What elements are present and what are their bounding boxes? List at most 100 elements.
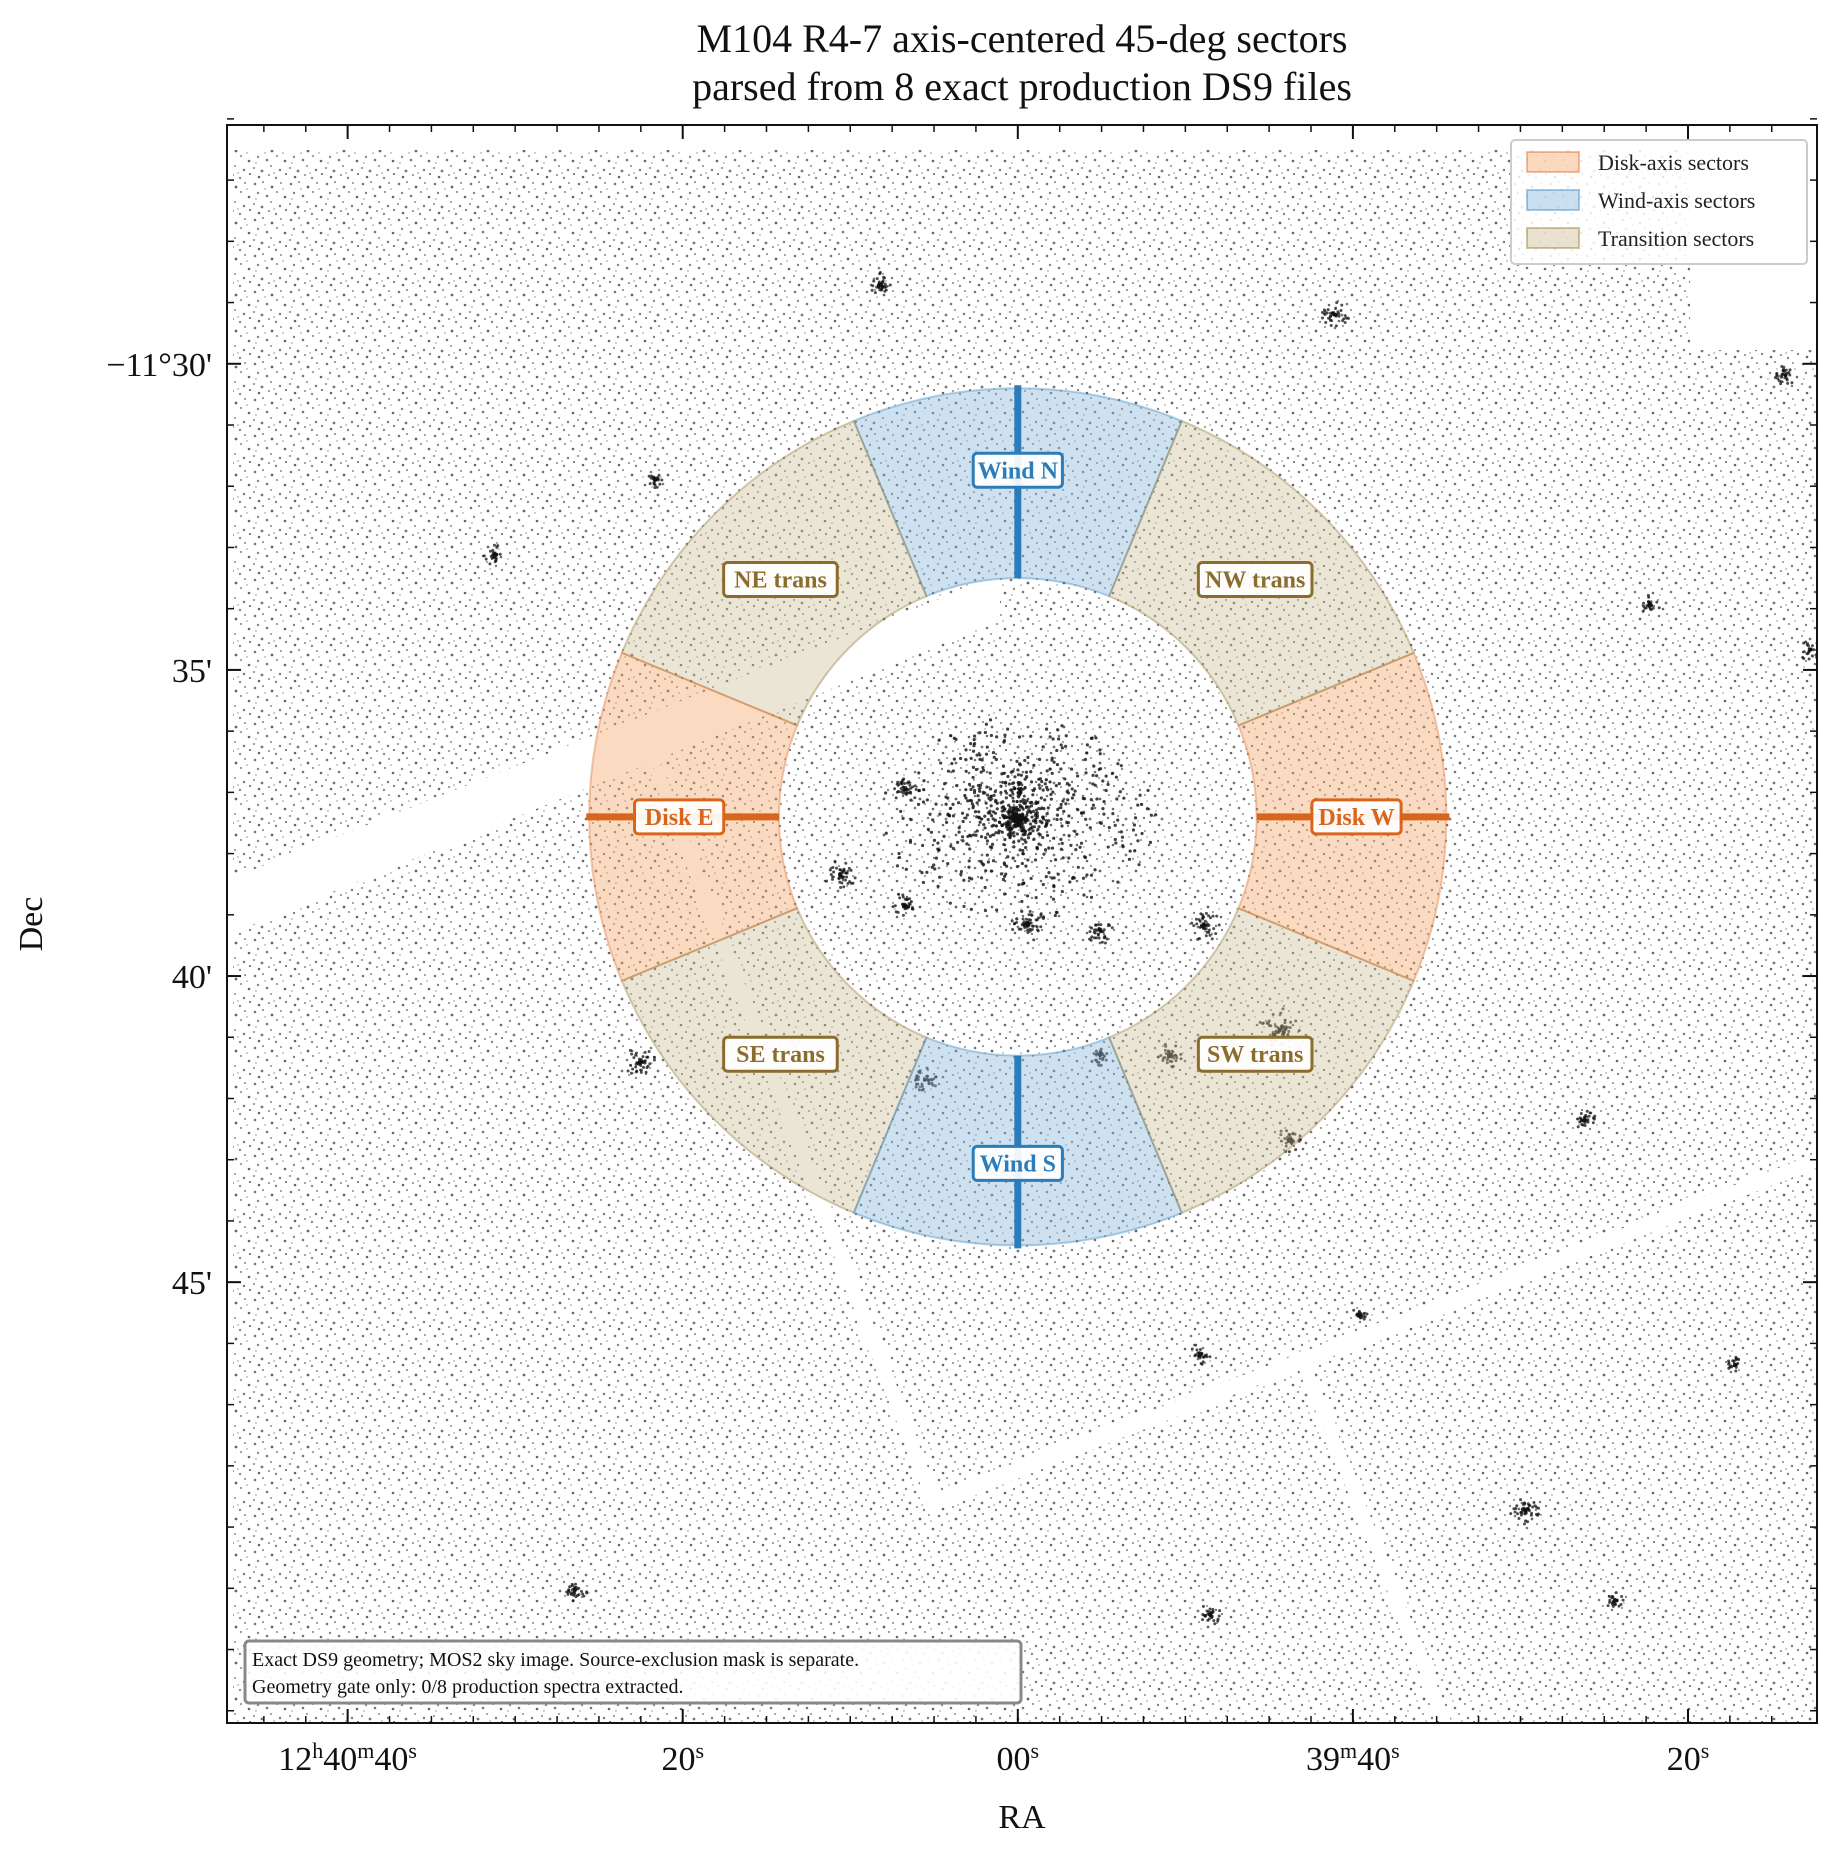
point-source-count <box>1352 1308 1356 1312</box>
galaxy-core-count <box>1020 909 1024 913</box>
point-source-count <box>1523 1508 1527 1512</box>
point-source-count <box>571 1591 575 1595</box>
galaxy-core-count <box>1038 757 1042 761</box>
galaxy-core-count <box>971 785 975 789</box>
point-source-count <box>1201 1618 1205 1622</box>
galaxy-core-count <box>974 767 978 772</box>
point-source-count <box>1174 1059 1178 1063</box>
point-source-count <box>1194 1343 1198 1347</box>
galaxy-core-count <box>1095 774 1099 778</box>
point-source-count <box>1810 644 1814 648</box>
geometry-note: Exact DS9 geometry; MOS2 sky image. Sour… <box>243 1639 1023 1705</box>
point-source-count <box>1279 1139 1283 1143</box>
tick-labels: 12h40m40s 20s 00s 39m40s 20s −11°30' 35' 40' 45' <box>106 347 1709 1778</box>
galaxy-core-count <box>1043 782 1047 786</box>
point-source-count <box>1785 371 1789 375</box>
galaxy-core-count <box>969 787 973 792</box>
point-source-count <box>647 474 651 478</box>
galaxy-core-count <box>979 859 983 864</box>
galaxy-core-count <box>942 834 946 838</box>
galaxy-core-count <box>1018 820 1022 824</box>
point-source-count <box>927 1078 931 1082</box>
galaxy-core-count <box>1008 805 1012 810</box>
galaxy-core-count <box>946 862 950 866</box>
point-source-count <box>1807 657 1811 661</box>
galaxy-core-count <box>1015 917 1019 921</box>
point-source-count <box>1278 1029 1282 1033</box>
point-source-count <box>1283 1018 1287 1022</box>
point-source-count <box>1331 311 1335 315</box>
galaxy-core-count <box>995 735 999 739</box>
point-source-count <box>494 559 498 563</box>
point-source-count <box>916 1075 920 1079</box>
point-source-count <box>1090 926 1094 930</box>
point-source-count <box>1174 1044 1178 1048</box>
point-source-count <box>1010 919 1014 923</box>
galaxy-core-count <box>978 731 982 735</box>
point-source-count <box>1779 375 1783 379</box>
sector-label-nw-trans: NW trans <box>1196 560 1314 598</box>
point-source-count <box>1731 1359 1735 1363</box>
point-source-count <box>1806 644 1810 648</box>
point-source-count <box>484 557 488 561</box>
point-source-count <box>1101 1056 1105 1060</box>
galaxy-core-count <box>1059 802 1063 807</box>
point-source-count <box>1279 1011 1283 1015</box>
point-source-count <box>1175 1056 1179 1060</box>
galaxy-core-count <box>1078 845 1082 849</box>
point-source-count <box>1578 1116 1582 1120</box>
galaxy-core-count <box>1066 821 1071 825</box>
galaxy-core-count <box>949 844 953 848</box>
galaxy-core-count <box>1012 834 1016 838</box>
note-line-2: Geometry gate only: 0/8 production spect… <box>252 1676 684 1698</box>
point-source-count <box>873 291 877 295</box>
galaxy-core-count <box>1021 816 1025 820</box>
galaxy-core-count <box>909 818 913 822</box>
point-source-count <box>872 279 876 283</box>
galaxy-core-count <box>1030 815 1034 819</box>
point-source-count <box>1285 1129 1289 1133</box>
galaxy-core-count <box>978 753 982 757</box>
galaxy-core-count <box>984 836 988 840</box>
point-source-count <box>871 284 875 288</box>
point-source-count <box>1329 323 1333 327</box>
point-source-count <box>647 1049 651 1053</box>
point-source-count <box>1011 792 1015 796</box>
galaxy-core-count <box>1045 833 1050 838</box>
point-source-count <box>1017 783 1021 787</box>
point-source-count <box>1166 1049 1170 1053</box>
galaxy-core-count <box>1048 735 1052 739</box>
point-source-count <box>1613 1603 1617 1607</box>
point-source-count <box>908 783 912 787</box>
point-source-count <box>1360 1316 1364 1320</box>
galaxy-core-count <box>1140 831 1144 836</box>
galaxy-core-count <box>1070 787 1074 791</box>
galaxy-core-count <box>989 804 993 808</box>
galaxy-core-count <box>1025 813 1029 817</box>
galaxy-core-count <box>936 841 940 845</box>
ra-tick-label: 12h40m40s <box>278 1738 417 1779</box>
point-source-count <box>1110 926 1114 930</box>
galaxy-core-count <box>977 810 981 814</box>
point-source-count <box>1343 314 1347 318</box>
point-source-count <box>1327 316 1331 320</box>
point-source-count <box>833 860 837 864</box>
galaxy-core-count <box>1025 817 1029 821</box>
galaxy-core-count <box>1041 835 1045 840</box>
ra-tick-label: 20s <box>1667 1738 1710 1779</box>
sector-label-text: Disk E <box>645 805 714 831</box>
point-source-count <box>1586 1118 1590 1122</box>
galaxy-core-count <box>1091 773 1095 778</box>
galaxy-core-count <box>1037 842 1041 846</box>
point-source-count <box>1340 303 1344 307</box>
galaxy-core-count <box>983 885 987 890</box>
galaxy-core-count <box>950 761 954 766</box>
galaxy-core-count <box>1055 813 1060 817</box>
point-source-count <box>1362 1317 1366 1321</box>
point-source-count <box>1095 1060 1099 1064</box>
point-source-count <box>1291 1132 1295 1136</box>
galaxy-core-count <box>1031 819 1035 823</box>
point-source-count <box>870 288 874 292</box>
point-source-count <box>1333 313 1337 317</box>
point-source-count <box>918 1071 922 1075</box>
